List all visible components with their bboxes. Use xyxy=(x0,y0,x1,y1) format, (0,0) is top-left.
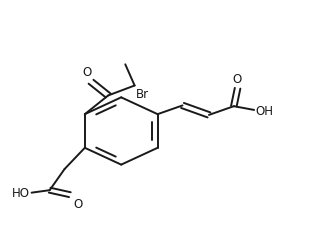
Text: OH: OH xyxy=(255,105,273,118)
Text: HO: HO xyxy=(12,187,30,200)
Text: Br: Br xyxy=(136,88,149,102)
Text: O: O xyxy=(83,66,92,79)
Text: O: O xyxy=(232,73,241,86)
Text: O: O xyxy=(73,198,82,211)
